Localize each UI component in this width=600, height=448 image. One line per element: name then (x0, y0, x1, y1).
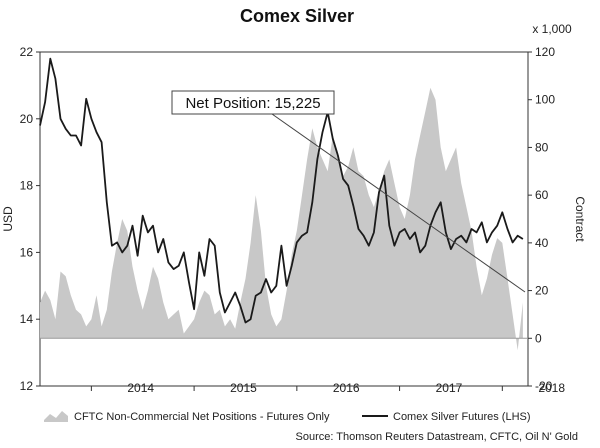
x-tick-label: 2015 (230, 381, 257, 395)
source-note: Source: Thomson Reuters Datastream, CFTC… (296, 431, 579, 443)
right-tick-label: 20 (535, 284, 549, 298)
left-tick-label: 22 (20, 45, 34, 59)
right-axis: -20 0 20 40 60 80 100 120 (528, 45, 555, 393)
right-tick-label: 40 (535, 236, 549, 250)
left-axis: 12 14 16 18 20 22 (20, 45, 40, 393)
left-axis-label: USD (1, 206, 15, 232)
net-positions-area (40, 87, 523, 351)
right-tick-label: 100 (535, 93, 555, 107)
right-tick-label: -20 (535, 379, 553, 393)
x-tick-label: 2017 (436, 381, 463, 395)
area-layer (40, 87, 528, 351)
legend-line-label: Comex Silver Futures (LHS) (393, 411, 531, 423)
left-tick-label: 20 (20, 112, 34, 126)
legend-area-swatch (44, 411, 68, 422)
right-tick-label: 120 (535, 45, 555, 59)
annotation-text: Net Position: 15,225 (185, 95, 320, 112)
right-tick-label: 0 (535, 331, 542, 345)
x-tick-label: 2018 (538, 381, 565, 395)
left-tick-label: 16 (20, 245, 34, 259)
right-tick-label: 80 (535, 140, 549, 154)
annotation-box (171, 90, 335, 115)
line-layer (39, 57, 524, 324)
plot-area: Net Position: 15,225 (39, 51, 529, 387)
chart-title: Comex Silver (240, 6, 354, 26)
legend-area-label: CFTC Non-Commercial Net Positions - Futu… (74, 411, 330, 423)
silver-price-line (39, 57, 524, 324)
annotation-leader-line (271, 113, 526, 293)
x-axis: 2014 2015 2016 2017 2018 (90, 381, 565, 395)
right-axis-label: Contract (573, 196, 587, 242)
x-tick-label: 2016 (333, 381, 360, 395)
right-tick-label: 60 (535, 188, 549, 202)
left-tick-label: 12 (20, 379, 34, 393)
left-tick-label: 18 (20, 179, 34, 193)
left-tick-label: 14 (20, 312, 34, 326)
legend: CFTC Non-Commercial Net Positions - Futu… (44, 411, 531, 423)
right-axis-multiplier: x 1,000 (532, 22, 572, 36)
x-tick-label: 2014 (127, 381, 154, 395)
